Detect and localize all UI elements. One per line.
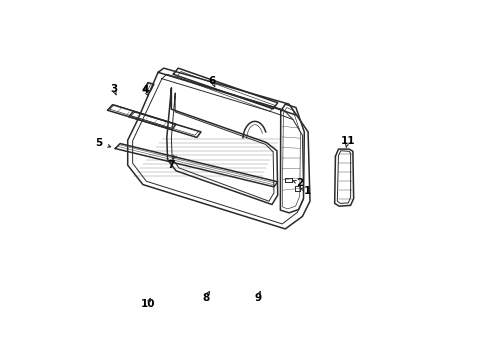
Text: 11: 11 <box>341 136 355 146</box>
Text: 10: 10 <box>141 299 155 309</box>
Text: 6: 6 <box>209 76 216 86</box>
Text: 1: 1 <box>304 186 311 196</box>
Text: 8: 8 <box>202 293 209 303</box>
Text: 5: 5 <box>95 138 102 148</box>
Text: 2: 2 <box>296 178 303 188</box>
Text: 4: 4 <box>142 85 149 95</box>
Text: 3: 3 <box>110 84 117 94</box>
Text: 7: 7 <box>167 159 174 170</box>
Text: 9: 9 <box>254 293 262 303</box>
